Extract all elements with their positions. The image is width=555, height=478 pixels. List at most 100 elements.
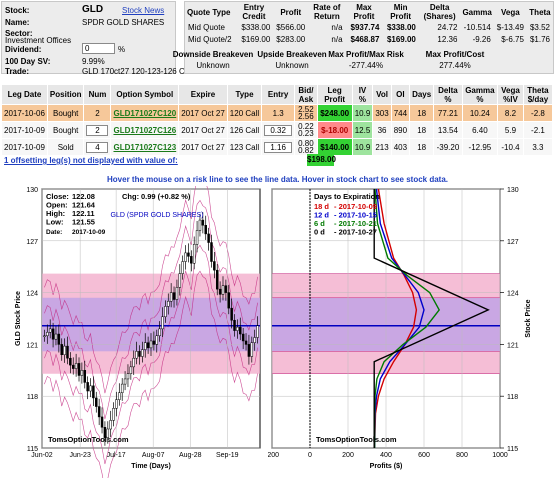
breakeven-value: Unknown xyxy=(196,61,230,70)
candle-body xyxy=(158,328,161,337)
sector-label-row: Sector: xyxy=(5,29,33,39)
stock-y-tick: 115 xyxy=(27,446,38,453)
quote-header: Min Profit xyxy=(390,3,412,21)
legs-header: Days xyxy=(409,84,435,105)
risk-curve-0d[interactable] xyxy=(373,189,490,448)
legs-header: Bid/ Ask xyxy=(294,84,318,105)
stock-y-tick: 121 xyxy=(26,342,38,349)
candle-body xyxy=(201,219,205,226)
candle-body xyxy=(221,285,225,295)
stock-x-tick: Jun-23 xyxy=(69,452,91,459)
risk-y-tick: 121 xyxy=(507,342,519,349)
risk-legend-days: 18 d xyxy=(314,202,329,211)
quote-header: Profit xyxy=(280,7,302,17)
candle-body xyxy=(106,428,110,438)
risk-legend-date: - 2017-10-21 xyxy=(334,219,377,228)
legs-panel: Leg Date Position Num Option Symbol Expire Ty… xyxy=(1,84,554,156)
candle-body xyxy=(77,363,81,376)
risk-x-tick: 1000 xyxy=(492,452,508,459)
leg-num-cell: 2 xyxy=(83,121,112,139)
risk-curve-6d[interactable] xyxy=(373,188,441,448)
leg-gamma-cell: -12.95 xyxy=(461,138,499,156)
breakeven-value: 277.44% xyxy=(439,61,471,70)
quote-table: Quote Type Entry Credit Profit Rate of Retu… xyxy=(185,2,553,46)
leg-position-cell: Bought xyxy=(46,121,85,139)
leg-option-symbol-link[interactable]: GLD171027C120 xyxy=(110,104,180,122)
breakeven-header: Max Profit/Max Risk xyxy=(328,50,404,59)
dividend-unit: % xyxy=(118,45,126,54)
candle-body xyxy=(256,325,259,338)
candle-body xyxy=(138,351,141,357)
risk-curve-18d[interactable] xyxy=(373,188,418,449)
risk-y-axis-label: Stock Price xyxy=(525,299,532,337)
quote-value-cell: $338.00 xyxy=(241,23,271,32)
leg-bidask-cell: 0.80 0.82 xyxy=(294,138,318,156)
stock-chart-title: GLD (SPDR GOLD SHARES) xyxy=(111,212,204,219)
risk-x-tick: 600 xyxy=(418,452,430,459)
candle-body xyxy=(178,273,182,288)
leg-option-symbol-link[interactable]: GLD171027C123 xyxy=(110,138,180,156)
quote-header: Theta xyxy=(529,7,551,17)
candle-body xyxy=(253,337,256,343)
legs-header-row: Leg Date Position Num Option Symbol Expire Ty… xyxy=(1,84,554,105)
leg-theta-cell: -2.8 xyxy=(522,104,554,122)
candle-body xyxy=(161,316,164,330)
stock-news-link[interactable]: Stock News xyxy=(122,6,165,15)
candle-body xyxy=(190,256,193,264)
breakeven-value: -277.44% xyxy=(348,61,384,70)
stock-price-chart[interactable]: 115 118 121 124 127 130 Jun-02 Jun-23 Jul-17 Aug-… xyxy=(0,186,268,478)
leg-position-cell: Bought xyxy=(46,104,85,122)
legs-header: Type xyxy=(226,84,263,105)
quote-value-cell: 24.72 xyxy=(437,23,458,32)
leg-option-symbol-link[interactable]: GLD171027C126 xyxy=(110,121,180,139)
candle-body xyxy=(204,225,207,235)
candle-body xyxy=(129,366,133,375)
quote-value-cell: $566.00 xyxy=(276,23,306,32)
leg-bid: 0.22 xyxy=(298,122,314,131)
leg-date-cell: 2017-10-09 xyxy=(1,138,48,156)
candle-body xyxy=(213,261,216,271)
leg-expire-cell: 2017 Oct 27 xyxy=(178,104,228,122)
risk-curve-12d[interactable] xyxy=(373,188,425,449)
trade-label: Trade: xyxy=(5,67,30,76)
company-name: SPDR GOLD SHARES xyxy=(82,18,165,27)
leg-row: 2017-10-09 Sold 4 GLD171027C123 2017 Oct 27 1… xyxy=(1,138,554,156)
dividend-label: Dividend: xyxy=(5,45,42,54)
leg-num-input[interactable]: 2 xyxy=(86,124,109,136)
offset-legs-link[interactable]: 1 offsetting leg(s) not displayed with v… xyxy=(4,156,178,165)
candle-body xyxy=(135,351,138,359)
sv-row: 100 Day SV: 9.99% xyxy=(5,57,105,67)
candle-body xyxy=(244,340,248,345)
leg-entry-input[interactable]: 0.32 xyxy=(264,124,293,136)
leg-bidask-cell: 2.52 2.56 xyxy=(294,104,318,122)
candle-body xyxy=(227,292,231,309)
candle-body xyxy=(247,344,251,357)
candle-body xyxy=(46,332,49,337)
leg-bid: 0.80 xyxy=(298,139,314,148)
legs-header: Num xyxy=(83,84,112,105)
risk-y-tick: 127 xyxy=(507,239,519,246)
legs-header: Delta % xyxy=(433,84,463,105)
quote-header: Delta (Shares) xyxy=(423,3,456,21)
leg-row: 2017-10-06 Bought 2 GLD171027C120 2017 Oct 2… xyxy=(1,104,554,122)
stock-x-tick: Jun-02 xyxy=(31,452,53,459)
risk-x-tick: 800 xyxy=(456,452,468,459)
leg-type-cell: 123 Call xyxy=(226,138,263,156)
leg-bidask-cell: 0.22 0.23 xyxy=(294,121,318,139)
legs-header: IV % xyxy=(351,84,374,105)
leg-num-cell: 2 xyxy=(83,104,112,122)
dividend-input[interactable] xyxy=(82,43,115,54)
leg-num-input[interactable]: 4 xyxy=(86,141,109,153)
breakeven-header: Downside Breakeven xyxy=(172,50,254,59)
legs-header: Position xyxy=(46,84,85,105)
stock-info-value: 122.11 xyxy=(72,209,95,218)
leg-entry-input[interactable]: 1.16 xyxy=(264,141,293,153)
risk-x-tick: 200 xyxy=(342,452,354,459)
candle-body xyxy=(112,408,115,421)
leg-bid: 2.52 xyxy=(298,105,314,114)
candle-body xyxy=(146,342,150,349)
candle-body xyxy=(118,392,121,400)
stock-row: Stock: GLD Stock News xyxy=(5,5,164,16)
legs-header: Theta $/day xyxy=(522,84,554,105)
